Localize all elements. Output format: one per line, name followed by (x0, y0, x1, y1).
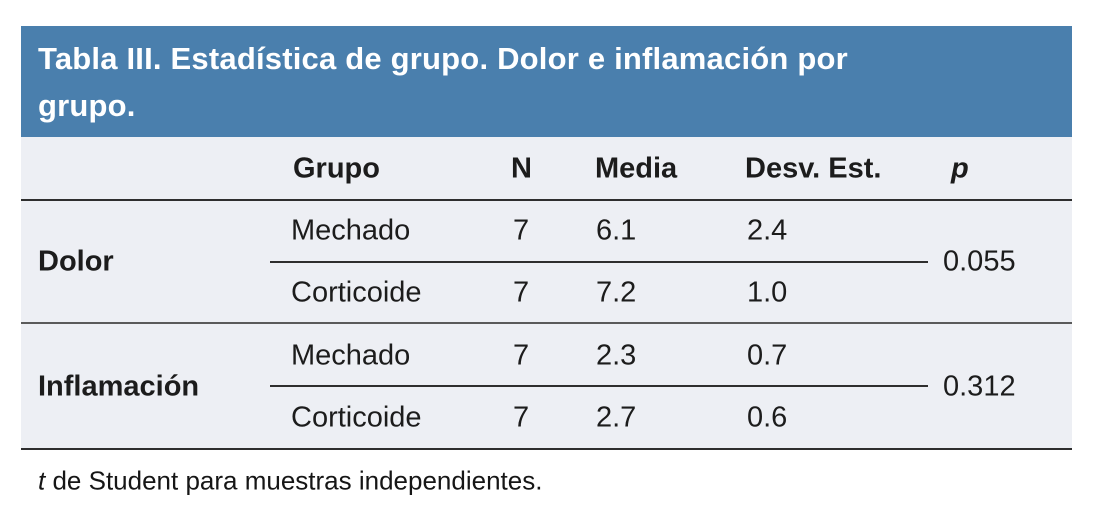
dolor-row-divider-line (270, 261, 928, 263)
group-separator-line (21, 322, 1072, 324)
column-header-grupo: Grupo (293, 152, 380, 185)
cell-inflamacion-corticoide-desv: 0.6 (747, 401, 788, 434)
stats-table-background (21, 137, 1072, 450)
cell-dolor-mechado-desv: 2.4 (747, 214, 788, 247)
table-title-line-1: Tabla III. Estadística de grupo. Dolor e… (38, 41, 848, 76)
group-label-inflamacion: Inflamación (38, 370, 200, 403)
cell-inflamacion-mechado-n: 7 (513, 339, 530, 372)
cell-dolor-corticoide-desv: 1.0 (747, 276, 788, 309)
p-value-dolor: 0.055 (943, 245, 1016, 278)
header-separator-line (21, 199, 1072, 201)
cell-dolor-mechado-n: 7 (513, 214, 530, 247)
table-title-bar: Tabla III. Estadística de grupo. Dolor e… (21, 26, 1072, 137)
cell-inflamacion-mechado-media: 2.3 (596, 339, 637, 372)
column-header-n: N (511, 152, 532, 185)
cell-inflamacion-mechado-desv: 0.7 (747, 339, 788, 372)
footnote: t de Student para muestras independiente… (38, 466, 542, 497)
footnote-text: de Student para muestras independientes. (45, 465, 543, 496)
cell-dolor-corticoide-grupo: Corticoide (291, 276, 422, 309)
cell-inflamacion-corticoide-grupo: Corticoide (291, 401, 422, 434)
cell-dolor-mechado-grupo: Mechado (291, 214, 411, 247)
column-header-desv-est: Desv. Est. (745, 152, 882, 185)
p-value-inflamacion: 0.312 (943, 370, 1016, 403)
cell-dolor-mechado-media: 6.1 (596, 214, 637, 247)
cell-inflamacion-mechado-grupo: Mechado (291, 339, 411, 372)
cell-dolor-corticoide-media: 7.2 (596, 276, 637, 309)
column-header-p: p (951, 152, 969, 185)
footnote-statistic-symbol: t (38, 465, 46, 496)
table-bottom-border-line (21, 448, 1072, 450)
table-title-line-2: grupo. (38, 88, 136, 123)
column-header-media: Media (595, 152, 678, 185)
cell-inflamacion-corticoide-n: 7 (513, 401, 530, 434)
inflamacion-row-divider-line (270, 385, 928, 387)
cell-inflamacion-corticoide-media: 2.7 (596, 401, 637, 434)
cell-dolor-corticoide-n: 7 (513, 276, 530, 309)
group-label-dolor: Dolor (38, 245, 114, 278)
